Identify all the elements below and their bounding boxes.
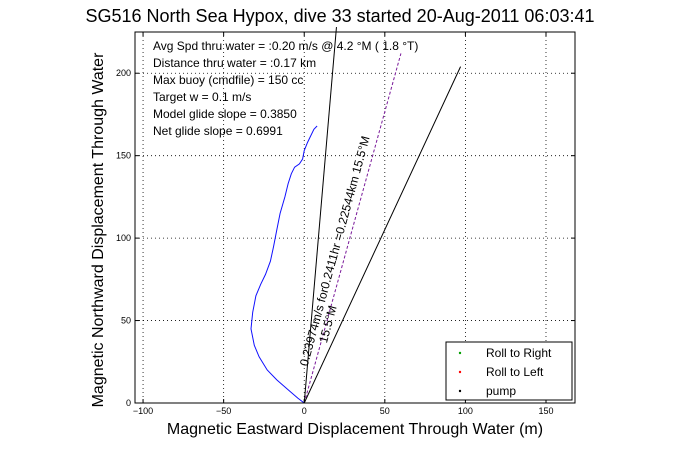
x-tick-label: 50 xyxy=(380,406,390,416)
info-line: Model glide slope = 0.3850 xyxy=(153,107,297,121)
chart-title: SG516 North Sea Hypox, dive 33 started 2… xyxy=(86,6,595,26)
legend-marker xyxy=(458,370,462,374)
x-tick-label: −100 xyxy=(133,406,153,416)
x-tick-label: −50 xyxy=(216,406,231,416)
straight-line-2 xyxy=(303,27,337,404)
x-tick-label: 0 xyxy=(302,406,307,416)
track xyxy=(250,125,318,404)
legend: Roll to Right Roll to Left pump xyxy=(445,341,573,401)
info-line: Target w = 0.1 m/s xyxy=(153,90,251,104)
legend-label: Roll to Left xyxy=(486,365,544,379)
legend-marker xyxy=(458,389,462,393)
info-line: Avg Spd thru water = :0.20 m/s @ 4.2 °M … xyxy=(153,39,418,53)
info-line: Net glide slope = 0.6991 xyxy=(153,124,283,138)
straight-line-3 xyxy=(303,66,462,404)
axes-box xyxy=(134,31,576,404)
y-tick-label: 200 xyxy=(116,68,131,78)
x-tick-label: 100 xyxy=(458,406,473,416)
legend-box xyxy=(445,341,573,401)
track-line xyxy=(250,125,318,404)
ticks: −100 −50 0 50 100 150 0 50 100 150 200 xyxy=(116,32,575,416)
legend-label: pump xyxy=(486,384,516,398)
y-tick-label: 50 xyxy=(121,316,131,326)
x-axis-label: Magnetic Eastward Displacement Through W… xyxy=(167,421,543,438)
legend-marker xyxy=(458,351,462,355)
info-line: Distance thru water = :0.17 km xyxy=(153,56,316,70)
info-line: Max buoy (cmdfile) = 150 cc xyxy=(153,73,303,87)
y-axis-label: Magnetic Northward Displacement Through … xyxy=(90,52,107,407)
legend-label: Roll to Right xyxy=(486,346,552,360)
y-tick-label: 100 xyxy=(116,233,131,243)
straight-line-1 xyxy=(303,53,402,404)
y-tick-label: 150 xyxy=(116,151,131,161)
info-box: Avg Spd thru water = :0.20 m/s @ 4.2 °M … xyxy=(153,39,418,138)
straight-lines xyxy=(303,27,462,404)
x-tick-label: 150 xyxy=(538,406,553,416)
y-tick-label: 0 xyxy=(126,398,131,408)
